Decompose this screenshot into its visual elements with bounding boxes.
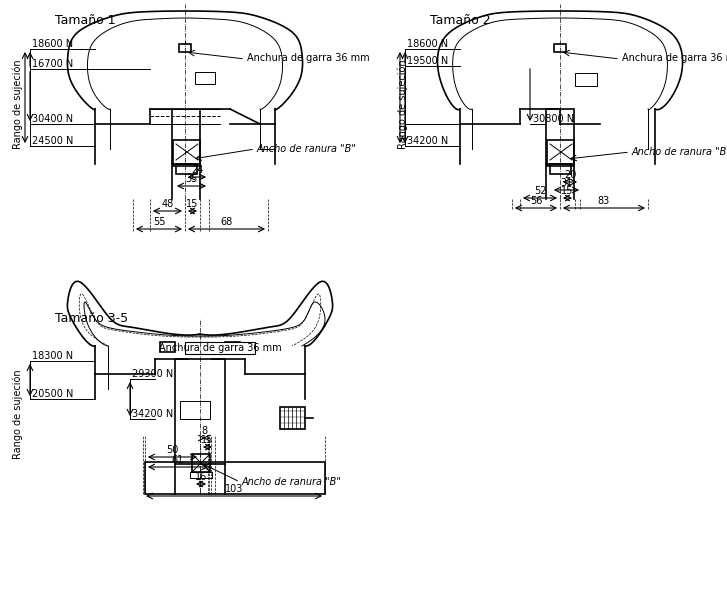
Text: 61: 61 (172, 455, 184, 465)
Text: 24500 N: 24500 N (32, 136, 73, 146)
Text: Rango de sujeción: Rango de sujeción (13, 59, 23, 149)
Text: 30800 N: 30800 N (533, 114, 574, 124)
Bar (554, 44, 566, 52)
Text: 103: 103 (225, 484, 244, 494)
Bar (546, 109, 574, 164)
Text: 30400 N: 30400 N (32, 114, 73, 124)
Text: 34200 N: 34200 N (132, 409, 173, 419)
Bar (185, 342, 255, 354)
Text: 20500 N: 20500 N (32, 389, 73, 399)
Bar (176, 164, 197, 174)
Bar (547, 140, 574, 166)
Text: 31: 31 (561, 178, 573, 188)
Text: Rango de sujeción: Rango de sujeción (13, 369, 23, 459)
Text: 15: 15 (201, 435, 214, 445)
Bar (550, 164, 571, 174)
Text: 20: 20 (564, 170, 577, 180)
Bar (145, 462, 325, 494)
Text: Anchura de garra 36 mm: Anchura de garra 36 mm (622, 53, 727, 63)
Bar (192, 454, 210, 472)
Text: Anchura de garra 36 mm: Anchura de garra 36 mm (158, 343, 281, 353)
Text: 18600 N: 18600 N (32, 39, 73, 49)
Text: 50: 50 (166, 445, 179, 455)
Text: 18300 N: 18300 N (32, 351, 73, 361)
Text: Ancho de ranura "B": Ancho de ranura "B" (632, 147, 727, 157)
Bar (575, 73, 597, 86)
Text: 35: 35 (185, 174, 198, 184)
Text: 56: 56 (530, 196, 542, 206)
Text: 52: 52 (534, 186, 546, 196)
Bar (280, 407, 305, 429)
Text: 48: 48 (161, 199, 174, 209)
Text: 34200 N: 34200 N (407, 136, 449, 146)
Text: Tamaño 3-5: Tamaño 3-5 (55, 312, 128, 325)
Text: Tamaño 1: Tamaño 1 (55, 14, 116, 27)
Text: Anchura de garra 36 mm: Anchura de garra 36 mm (247, 53, 369, 63)
Text: 68: 68 (220, 217, 233, 227)
Bar (190, 472, 212, 478)
Text: 55: 55 (153, 217, 165, 227)
Text: 19500 N: 19500 N (407, 56, 449, 66)
Bar (172, 109, 200, 164)
Text: 16: 16 (195, 472, 207, 482)
Text: Tamaño 2: Tamaño 2 (430, 14, 491, 27)
Bar (179, 44, 191, 52)
Text: 15: 15 (561, 186, 574, 196)
Text: 83: 83 (598, 196, 610, 206)
Bar (180, 401, 210, 419)
Bar (160, 342, 175, 352)
Text: Ancho de ranura "B": Ancho de ranura "B" (242, 477, 342, 487)
Text: 29300 N: 29300 N (132, 369, 173, 379)
Text: 15: 15 (186, 199, 198, 209)
Bar (195, 72, 215, 84)
Text: 8: 8 (201, 426, 207, 436)
Text: Rango de sujeción: Rango de sujeción (398, 59, 409, 149)
Bar (175, 359, 225, 464)
Text: 16700 N: 16700 N (32, 59, 73, 69)
Text: Ancho de ranura "B": Ancho de ranura "B" (257, 144, 357, 154)
Bar (173, 140, 200, 166)
Text: 24: 24 (190, 165, 203, 175)
Bar (225, 342, 240, 352)
Text: 18600 N: 18600 N (407, 39, 448, 49)
